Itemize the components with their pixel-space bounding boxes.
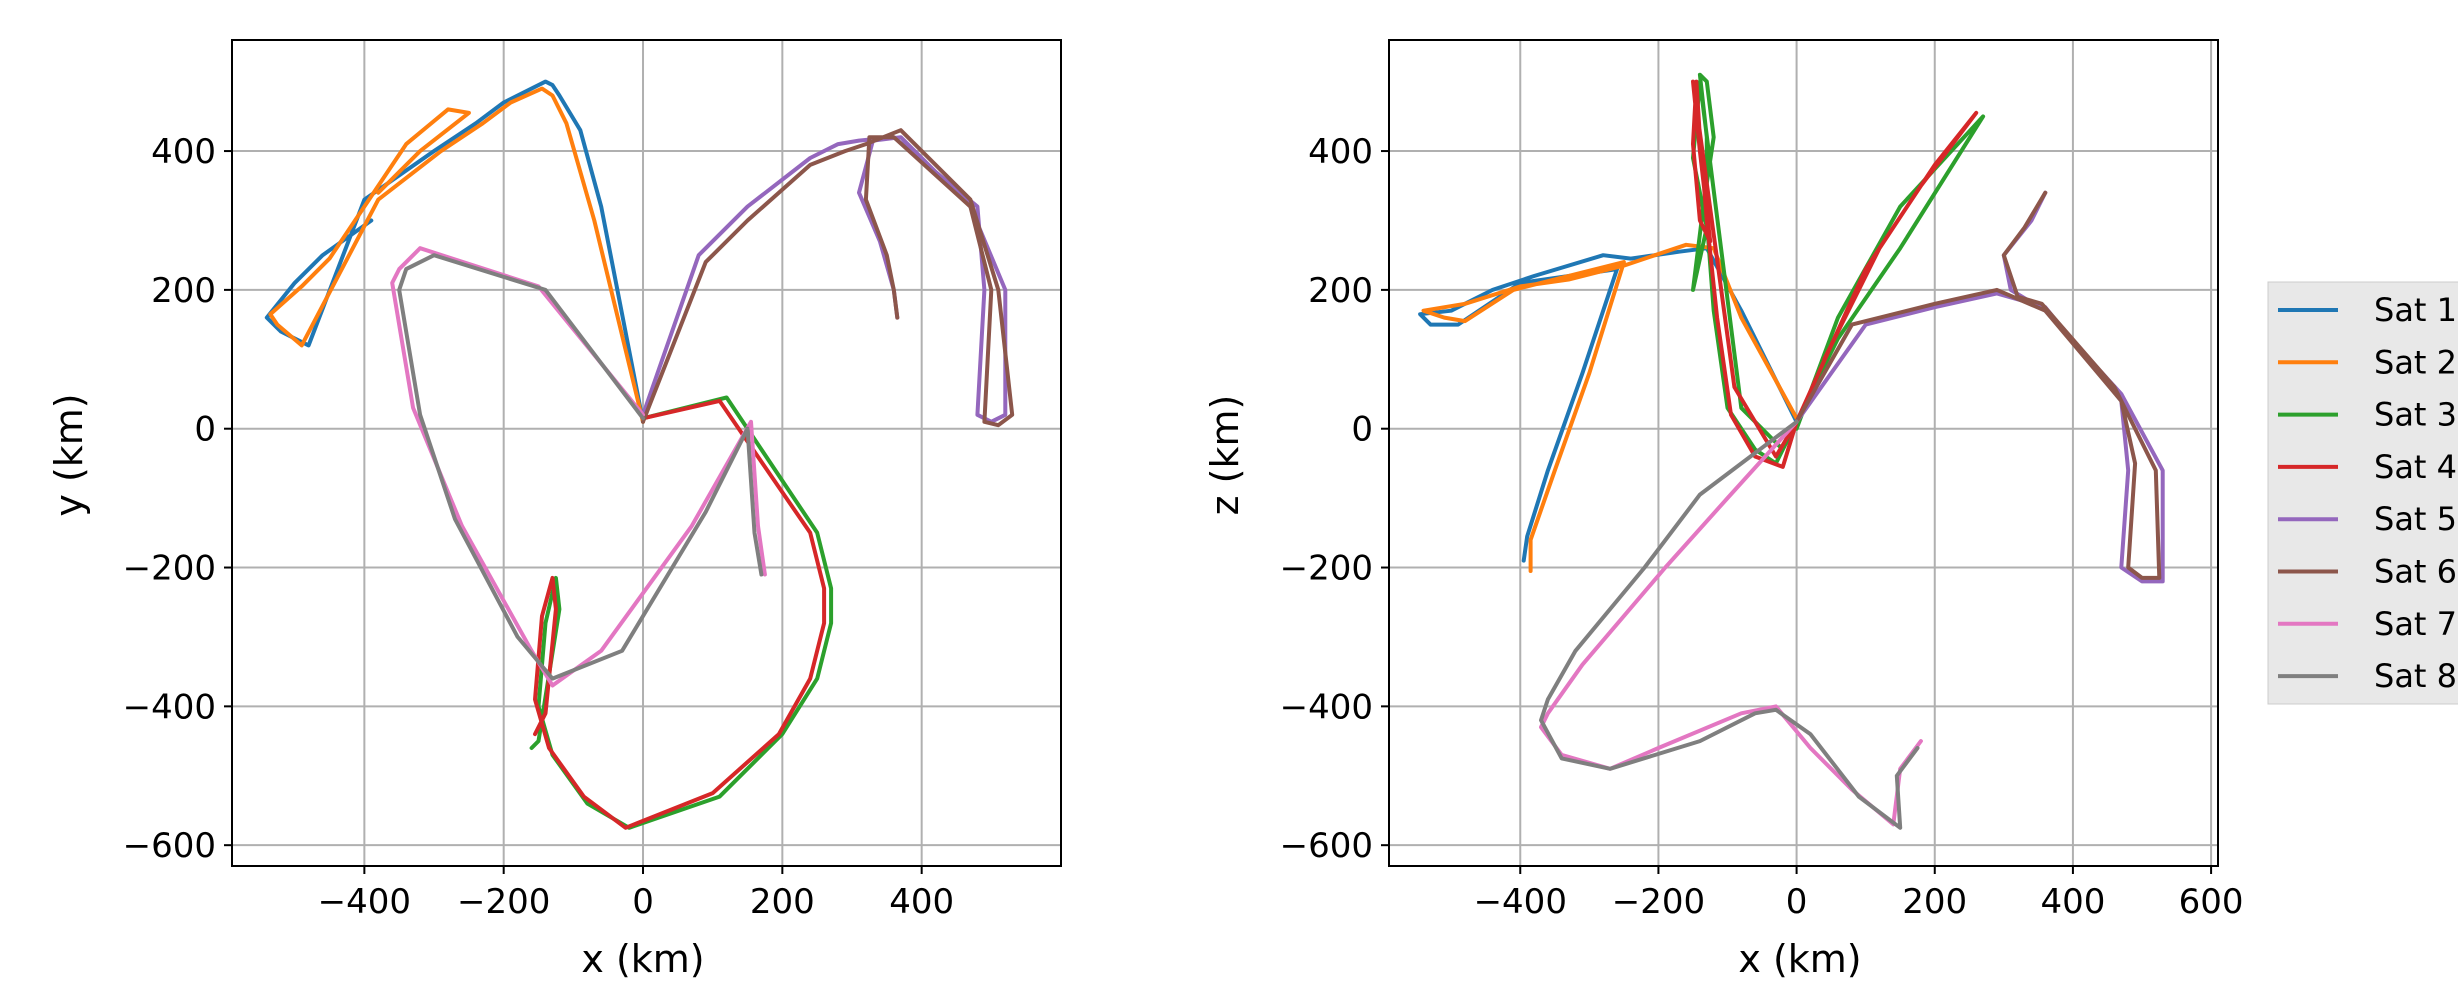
x-tick-label: −400 — [318, 882, 411, 922]
legend-label: Sat 3 — [2374, 396, 2457, 434]
series-line-sat-1 — [264, 79, 645, 424]
x-tick-label: 200 — [750, 882, 815, 922]
legend-label: Sat 4 — [2374, 448, 2457, 486]
y-tick-label: −600 — [1280, 826, 1373, 866]
legend-label: Sat 8 — [2374, 657, 2457, 695]
series-line-sat-4 — [533, 398, 827, 830]
y-axis-label-xz: z (km) — [1203, 395, 1247, 516]
series-line-sat-3 — [1691, 72, 1986, 466]
y-tick-label: −200 — [123, 549, 216, 589]
x-tick-label: 600 — [2179, 882, 2244, 922]
series-line-sat-8 — [397, 253, 764, 681]
series-line-sat-8 — [1539, 419, 1920, 830]
x-tick-label: −200 — [457, 882, 550, 922]
y-tick-label: 200 — [151, 271, 216, 311]
x-tick-label: 0 — [632, 882, 654, 922]
x-tick-label: −400 — [1474, 882, 1567, 922]
legend-entries: Sat 1 Sat 2 Sat 3 Sat 4 Sat 5 Sat 6 Sat 7 Sat 8 — [2278, 291, 2457, 695]
plot-frame-xz — [1388, 39, 2219, 867]
chart-panel-xy: −400 −200 0 200 400 −600 −400 −200 0 200 400 x (km… — [47, 39, 1062, 981]
legend: Sat 1 Sat 2 Sat 3 Sat 4 Sat 5 Sat 6 Sat 7 Sat 8 — [2267, 281, 2458, 705]
legend-label: Sat 6 — [2374, 553, 2457, 591]
series-line-sat-2 — [1421, 242, 1799, 573]
x-tick-label: 400 — [2040, 882, 2105, 922]
y-tick-label: 400 — [151, 132, 216, 172]
legend-label: Sat 5 — [2374, 500, 2457, 538]
ticks-xy: −400 −200 0 200 400 −600 −400 −200 0 200 400 — [123, 132, 955, 922]
y-tick-label: 200 — [1308, 271, 1373, 311]
y-tick-label: 0 — [1351, 410, 1373, 450]
legend-box — [2267, 281, 2458, 705]
series-line-sat-1 — [1418, 246, 1799, 563]
y-tick-label: −600 — [123, 826, 216, 866]
x-tick-label: 0 — [1786, 882, 1808, 922]
ticks-xz: −400 −200 0 200 400 600 −600 −400 −200 0 200 400 — [1280, 132, 2244, 922]
y-tick-label: −400 — [123, 687, 216, 727]
x-axis-label-xz: x (km) — [1738, 937, 1861, 981]
legend-label: Sat 1 — [2374, 291, 2457, 329]
x-tick-label: 200 — [1902, 882, 1967, 922]
legend-label: Sat 7 — [2374, 605, 2457, 643]
series-line-sat-5 — [1794, 190, 2165, 584]
chart-panel-xz: −400 −200 0 200 400 600 −600 −400 −200 0 200 400 x … — [1203, 39, 2244, 981]
y-tick-label: 0 — [194, 410, 216, 450]
series-line-sat-6 — [641, 128, 1015, 428]
series-line-sat-2 — [268, 86, 645, 424]
series-xz — [1418, 72, 2165, 830]
grid-xz — [1389, 40, 2218, 866]
legend-label: Sat 2 — [2374, 343, 2457, 381]
series-line-sat-4 — [1691, 79, 1979, 469]
x-tick-label: −200 — [1612, 882, 1705, 922]
y-tick-label: −400 — [1280, 687, 1373, 727]
plot-frame-xy — [231, 39, 1062, 867]
x-axis-label-xy: x (km) — [581, 937, 704, 981]
y-axis-label-xy: y (km) — [47, 393, 91, 516]
y-tick-label: −200 — [1280, 549, 1373, 589]
series-line-sat-6 — [1794, 190, 2162, 580]
x-tick-label: 400 — [889, 882, 954, 922]
series-xy — [264, 79, 1015, 830]
y-tick-label: 400 — [1308, 132, 1373, 172]
